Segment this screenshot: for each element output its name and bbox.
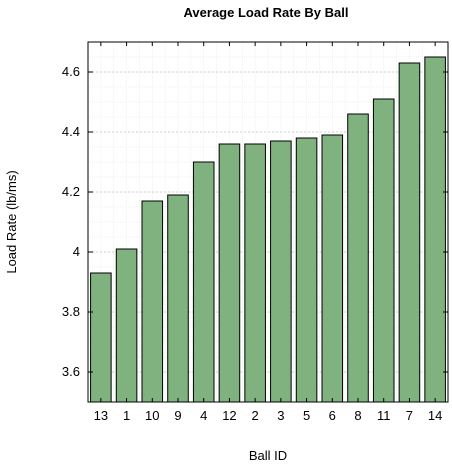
x-tick-label: 4	[200, 408, 207, 423]
y-tick-label: 3.8	[62, 304, 80, 319]
chart-title: Average Load Rate By Ball	[184, 5, 349, 20]
bar-ball-9	[167, 194, 189, 403]
x-tick-label: 5	[303, 408, 310, 423]
x-tick-label: 13	[94, 408, 108, 423]
bar-ball-1	[115, 248, 138, 403]
plot-frame-layer	[87, 41, 449, 403]
x-axis-ticks: 13 1 10 9 4 12 2 3 5 6 8 11 7 14	[94, 42, 442, 423]
bar-ball-2	[244, 143, 266, 403]
bar-ball-13	[90, 272, 112, 403]
x-axis-label: Ball ID	[249, 448, 287, 463]
x-tick-label: 2	[252, 408, 259, 423]
y-tick-label: 4.4	[62, 124, 80, 139]
x-tick-label: 8	[354, 408, 361, 423]
x-tick-label: 14	[428, 408, 442, 423]
bars-layer	[90, 56, 446, 403]
bar-ball-6	[321, 134, 344, 403]
bar-ball-14	[424, 56, 446, 403]
x-tick-label: 7	[406, 408, 413, 423]
y-tick-label: 4	[73, 244, 80, 259]
bar-ball-3	[270, 140, 292, 403]
y-tick-label: 4.6	[62, 64, 80, 79]
x-tick-label: 1	[123, 408, 130, 423]
y-tick-label: 3.6	[62, 364, 80, 379]
bar-ball-11	[372, 98, 395, 403]
bar-ball-12	[218, 143, 241, 403]
plot-frame	[87, 41, 449, 403]
x-tick-label: 10	[145, 408, 159, 423]
x-tick-label: 6	[329, 408, 336, 423]
bar-ball-10	[141, 200, 164, 403]
y-axis-label: Load Rate (lb/ms)	[4, 170, 19, 273]
x-tick-label: 12	[222, 408, 236, 423]
bar-ball-5	[295, 137, 318, 403]
bar-ball-7	[398, 62, 421, 403]
y-axis-ticks: 3.6 3.8 4 4.2 4.4 4.6	[62, 64, 448, 379]
x-tick-label: 9	[174, 408, 181, 423]
bar-ball-4	[192, 161, 215, 403]
x-tick-label: 11	[377, 408, 391, 423]
bar-ball-8	[347, 113, 369, 403]
y-tick-label: 4.2	[62, 184, 80, 199]
x-tick-label: 3	[277, 408, 284, 423]
